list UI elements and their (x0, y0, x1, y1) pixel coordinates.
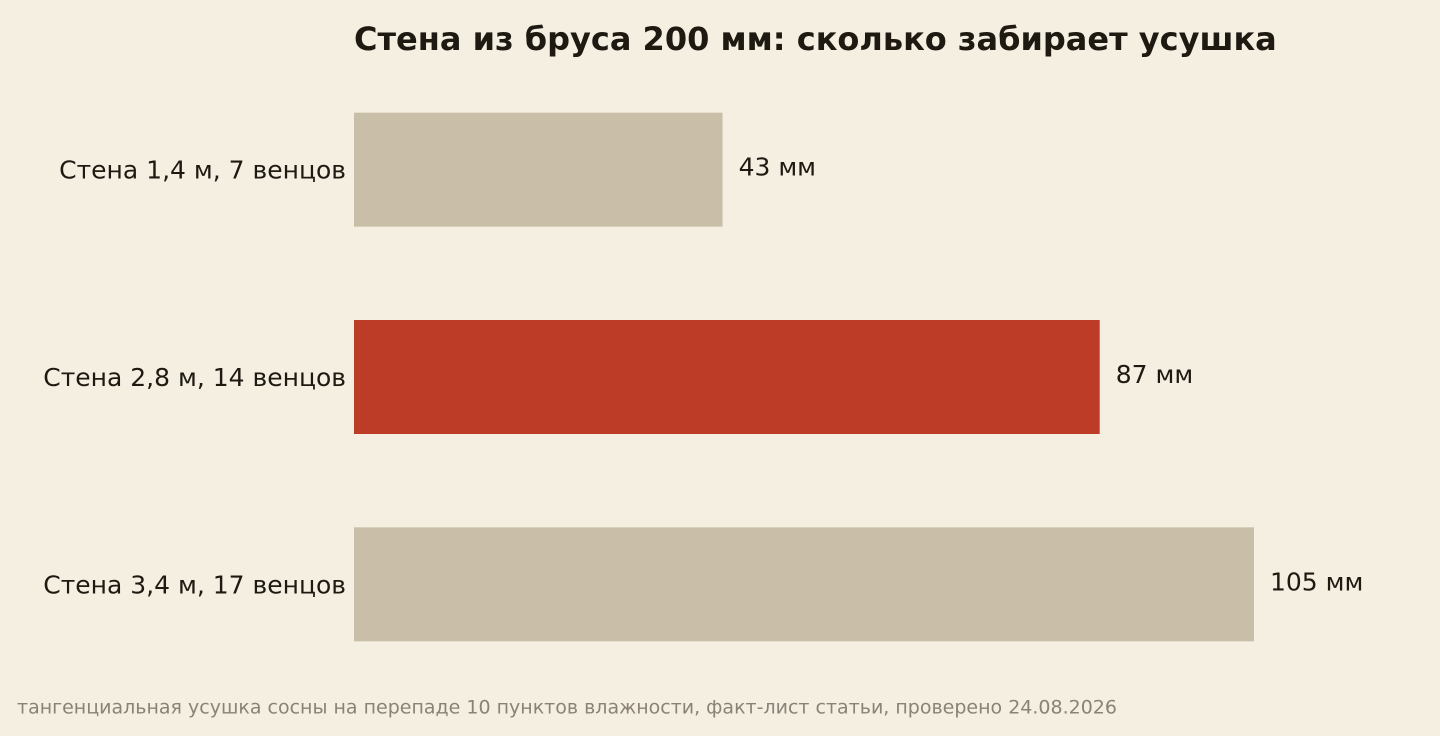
category-label: Стена 2,8 м, 14 венцов (43, 363, 346, 392)
bar (354, 320, 1100, 434)
bar (354, 527, 1254, 642)
category-label: Стена 3,4 м, 17 венцов (43, 570, 346, 599)
value-label: 43 мм (739, 153, 816, 182)
footnote: тангенциальная усушка сосны на перепаде … (17, 697, 1117, 719)
category-label: Стена 1,4 м, 7 венцов (59, 156, 346, 185)
bar (354, 112, 723, 227)
chart-title: Стена из бруса 200 мм: сколько забирает … (354, 20, 1277, 58)
value-label: 105 мм (1270, 567, 1363, 596)
value-label: 87 мм (1116, 360, 1193, 389)
